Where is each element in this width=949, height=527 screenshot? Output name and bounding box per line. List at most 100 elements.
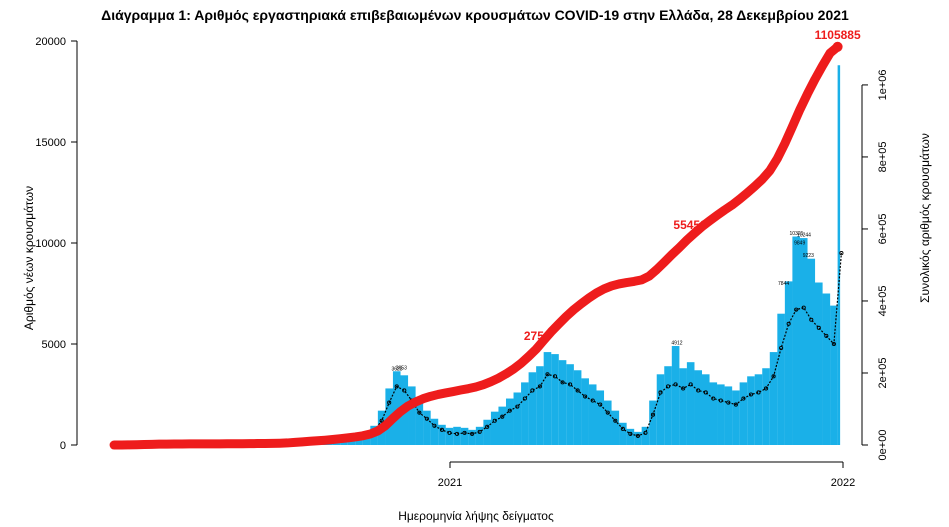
- bar: [475, 426, 484, 445]
- bar: [747, 376, 755, 445]
- bar: [709, 382, 718, 445]
- bar: [581, 378, 589, 445]
- bar: [490, 411, 499, 445]
- moving-average-point: [763, 386, 769, 391]
- moving-average-point: [507, 408, 512, 413]
- moving-average-point: [432, 423, 437, 428]
- bar: [521, 382, 529, 445]
- bar-value-label: 9849: [794, 241, 805, 247]
- bar-value-label: 10244: [797, 233, 811, 239]
- cumulative-annotation: 1105885: [815, 28, 861, 42]
- right-y-tick-label: 2e+05: [877, 358, 889, 389]
- bar: [799, 238, 808, 445]
- y-tick-label: 0: [60, 440, 66, 452]
- bar: [603, 400, 612, 445]
- moving-average-point: [522, 396, 527, 401]
- bar: [528, 372, 537, 445]
- y-tick-label: 15000: [35, 137, 66, 149]
- moving-average-point: [575, 388, 580, 393]
- moving-average-point: [462, 430, 467, 435]
- bar: [573, 370, 582, 445]
- bar-value-label: 4912: [671, 340, 682, 346]
- moving-average-point: [477, 429, 482, 434]
- moving-average-point: [741, 396, 746, 401]
- right-y-tick-label: 1e+06: [877, 69, 889, 100]
- moving-average-point: [492, 418, 497, 423]
- left-y-ticks: 0 5000 10000 15000 20000: [35, 36, 77, 452]
- moving-average-point: [726, 400, 731, 405]
- bar: [588, 384, 597, 445]
- bar: [754, 374, 763, 445]
- bar: [445, 427, 454, 445]
- bar: [807, 258, 816, 445]
- bar-value-label: 3653: [396, 366, 407, 372]
- bar: [460, 427, 469, 445]
- bar-value-label: 10321: [790, 231, 804, 237]
- bar: [664, 366, 672, 445]
- right-y-tick-label: 0e+00: [877, 430, 889, 461]
- right-y-tick-label: 4e+05: [877, 286, 889, 317]
- moving-average-point: [703, 390, 708, 395]
- bar: [498, 406, 507, 445]
- moving-average-point: [711, 396, 716, 401]
- moving-average-point: [613, 418, 618, 423]
- moving-average-point: [560, 380, 565, 385]
- right-y-tick-label: 8e+05: [877, 141, 889, 172]
- moving-average-point: [417, 410, 422, 415]
- bar: [784, 281, 793, 445]
- bar: [423, 410, 431, 445]
- moving-average-point: [658, 390, 663, 395]
- bar: [483, 419, 491, 445]
- x-tick-label: 2021: [438, 477, 462, 489]
- bar-value-label: 3623: [391, 366, 402, 372]
- bar: [513, 392, 522, 445]
- bar: [505, 398, 514, 445]
- y-tick-label: 5000: [42, 339, 66, 351]
- y-tick-label: 20000: [35, 36, 66, 48]
- moving-average-point: [500, 414, 505, 419]
- moving-average-point: [439, 427, 445, 432]
- bar: [815, 282, 823, 445]
- moving-average-point: [673, 382, 678, 387]
- bar-value-label: 9223: [803, 253, 814, 259]
- bar: [822, 293, 831, 445]
- cumulative-annotations-top: 1105885: [815, 28, 861, 42]
- bar: [641, 426, 650, 445]
- moving-average-point: [681, 386, 686, 391]
- moving-average-point: [387, 400, 392, 405]
- moving-average-point: [552, 374, 558, 379]
- x-ticks: 2021 2022: [438, 462, 855, 489]
- moving-average-point: [447, 430, 452, 435]
- moving-average-point: [379, 418, 384, 423]
- bar: [430, 418, 439, 445]
- bar-value-label: 7844: [778, 281, 789, 287]
- bar: [536, 366, 544, 445]
- moving-average-point: [643, 430, 648, 435]
- bar: [392, 371, 401, 445]
- bar: [694, 370, 703, 445]
- moving-average-point: [590, 398, 595, 403]
- moving-average-point: [628, 431, 633, 436]
- bar: [769, 352, 778, 445]
- bar: [408, 386, 416, 445]
- bar: [566, 364, 574, 445]
- y-axis-title-left: Αριθμός νέων κρουσμάτων: [22, 186, 36, 330]
- bar: [634, 431, 642, 445]
- moving-average-point: [786, 321, 791, 326]
- moving-average-point: [635, 433, 640, 438]
- moving-average-point: [733, 402, 738, 407]
- bar: [777, 313, 785, 445]
- bar: [701, 374, 710, 445]
- bar: [739, 382, 748, 445]
- bar: [830, 305, 838, 445]
- chart-title: Διάγραμμα 1: Αριθμός εργαστηριακά επιβεβ…: [101, 7, 849, 23]
- bar: [679, 368, 687, 445]
- moving-average-point: [688, 382, 693, 387]
- moving-average-point: [394, 384, 399, 389]
- moving-average-point: [537, 384, 542, 389]
- moving-average-point: [801, 305, 806, 310]
- x-axis-title: Ημερομηνία λήψης δείγματος: [398, 509, 554, 523]
- moving-average-point: [748, 392, 754, 397]
- moving-average-point: [696, 388, 701, 393]
